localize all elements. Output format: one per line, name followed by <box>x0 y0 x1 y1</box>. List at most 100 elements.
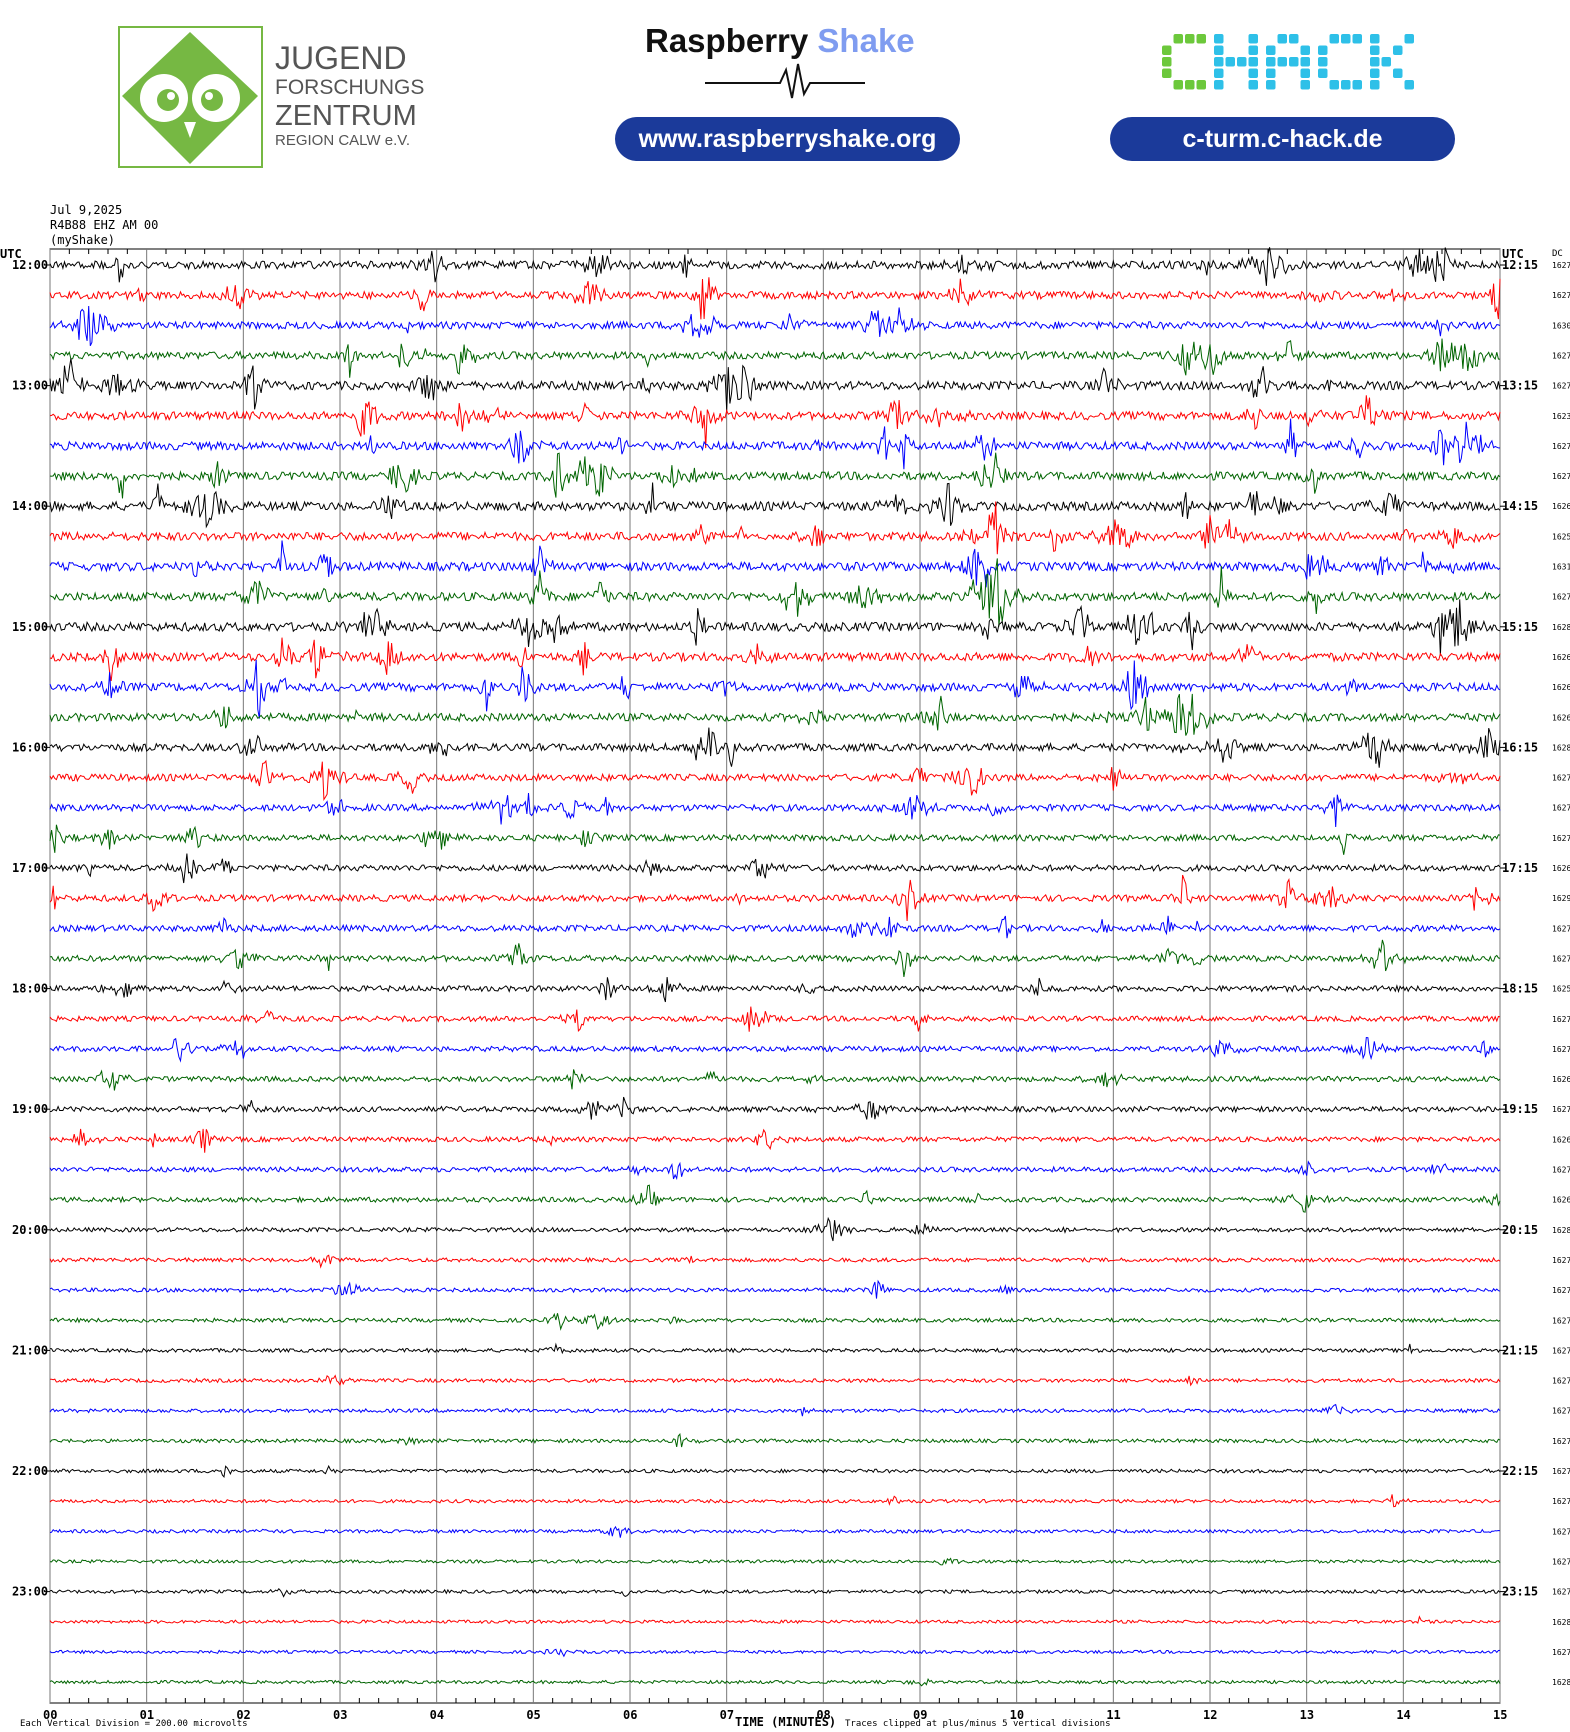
chack-logo-dot <box>1248 80 1258 90</box>
chack-logo-dot <box>1352 80 1362 90</box>
chack-logo-dot <box>1266 68 1276 78</box>
x-tick-label: 01 <box>140 1708 154 1722</box>
trace-line-8 <box>49 452 1501 499</box>
chack-logo-dot <box>1300 45 1310 55</box>
hour-label-left: 13:00 <box>12 379 48 393</box>
chack-url-link[interactable]: c-turm.c-hack.de <box>1110 117 1455 161</box>
trace-line-28 <box>49 1069 1501 1091</box>
chack-logo-dot <box>1214 45 1224 55</box>
hour-label-left: 19:00 <box>12 1102 48 1116</box>
trace-line-24 <box>49 939 1501 977</box>
dc-value-label: 16260 <box>1552 653 1570 662</box>
plot-grid <box>44 248 1506 1704</box>
chack-logo-dot <box>1370 57 1380 67</box>
hour-label-left: 20:00 <box>12 1223 48 1237</box>
chack-logo-dot <box>1393 45 1403 55</box>
chack-logo-dot <box>1248 34 1258 44</box>
chack-logo-dot <box>1329 80 1339 90</box>
trace-line-9 <box>49 482 1501 529</box>
trace-line-47 <box>49 1648 1501 1658</box>
x-tick-label: 00 <box>43 1708 57 1722</box>
clipping-note: Traces clipped at plus/minus 5 vertical … <box>845 1719 1111 1729</box>
dc-value-label: 16268 <box>1552 864 1570 873</box>
hour-label-left: 18:00 <box>12 982 48 996</box>
trace-line-13 <box>49 599 1501 656</box>
dc-value-label: 16230 <box>1552 412 1570 421</box>
trace-line-43 <box>49 1525 1501 1538</box>
chack-logo-dot <box>1300 80 1310 90</box>
chack-logo-dot <box>1214 57 1224 67</box>
dc-value-label: 16279 <box>1552 1497 1570 1506</box>
chack-logo-dot <box>1370 68 1380 78</box>
x-tick-label: 09 <box>913 1708 927 1722</box>
trace-line-11 <box>49 540 1501 588</box>
chack-logo-dot <box>1341 80 1351 90</box>
chack-logo-dot <box>1196 80 1206 90</box>
left-utc-label: UTC <box>0 247 22 261</box>
station-label: R4B88 EHZ AM 00 <box>50 218 158 232</box>
raspberryshake-url-link[interactable]: www.raspberryshake.org <box>615 117 960 161</box>
hour-label-right: 20:15 <box>1502 1223 1538 1237</box>
dc-value-label: 16273 <box>1552 291 1570 300</box>
x-tick-label: 02 <box>236 1708 250 1722</box>
trace-line-41 <box>49 1464 1501 1479</box>
dc-label: DC <box>1552 249 1563 259</box>
trace-line-36 <box>49 1312 1501 1331</box>
x-tick-label: 03 <box>333 1708 347 1722</box>
chack-logo-dot <box>1173 80 1183 90</box>
trace-line-37 <box>49 1342 1501 1355</box>
trace-line-26 <box>49 1006 1501 1033</box>
x-axis-title: TIME (MINUTES) <box>735 1715 836 1729</box>
chack-logo-dot <box>1370 34 1380 44</box>
dc-value-label: 16274 <box>1552 774 1570 783</box>
x-tick-label: 08 <box>816 1708 830 1722</box>
jfz-owl-logo <box>118 26 263 168</box>
org-line-4: REGION CALW e.V. <box>275 132 411 149</box>
x-tick-label: 15 <box>1493 1708 1507 1722</box>
trace-line-21 <box>49 853 1501 884</box>
trace-line-5 <box>49 358 1501 411</box>
rs-brand-a: Raspberry <box>645 22 809 59</box>
trace-line-16 <box>49 693 1501 736</box>
trace-line-6 <box>49 395 1501 449</box>
hour-label-left: 14:00 <box>12 499 48 513</box>
raspberry-shake-brand: Raspberry Shake <box>645 22 915 60</box>
chack-logo-dot <box>1214 80 1224 90</box>
trace-line-39 <box>49 1403 1501 1417</box>
chack-logo <box>1160 30 1415 96</box>
chack-logo-dot <box>1162 68 1172 78</box>
hour-label-right: 17:15 <box>1502 861 1538 875</box>
trace-line-33 <box>49 1216 1501 1242</box>
hour-label-right: 14:15 <box>1502 499 1538 513</box>
chack-logo-dot <box>1404 80 1414 90</box>
dc-value-label: 16270 <box>1552 1105 1570 1114</box>
trace-line-12 <box>49 558 1501 627</box>
chack-logo-dot <box>1341 34 1351 44</box>
chack-logo-dot <box>1237 57 1247 67</box>
hour-label-right: 13:15 <box>1502 379 1538 393</box>
x-tick-label: 06 <box>623 1708 637 1722</box>
dc-value-label: 16276 <box>1552 1437 1570 1446</box>
x-tick-label: 14 <box>1396 1708 1410 1722</box>
chack-logo-dot <box>1381 57 1391 67</box>
hour-label-left: 16:00 <box>12 740 48 754</box>
trace-line-27 <box>49 1036 1501 1063</box>
seismic-traces <box>49 247 1501 1687</box>
chack-logo-dot <box>1248 68 1258 78</box>
x-tick-label: 11 <box>1106 1708 1120 1722</box>
dc-value-label: 16275 <box>1552 593 1570 602</box>
chack-logo-dot <box>1352 34 1362 44</box>
chack-logo-dot <box>1162 57 1172 67</box>
hour-label-left: 23:00 <box>12 1585 48 1599</box>
chack-logo-dot <box>1248 45 1258 55</box>
chack-logo-dot <box>1248 57 1258 67</box>
right-utc-label: UTC <box>1502 247 1524 261</box>
trace-line-17 <box>49 727 1501 768</box>
dc-value-label: 16279 <box>1552 1648 1570 1657</box>
hour-label-left: 22:00 <box>12 1464 48 1478</box>
chack-logo-dot <box>1404 34 1414 44</box>
chack-logo-dot <box>1318 57 1328 67</box>
